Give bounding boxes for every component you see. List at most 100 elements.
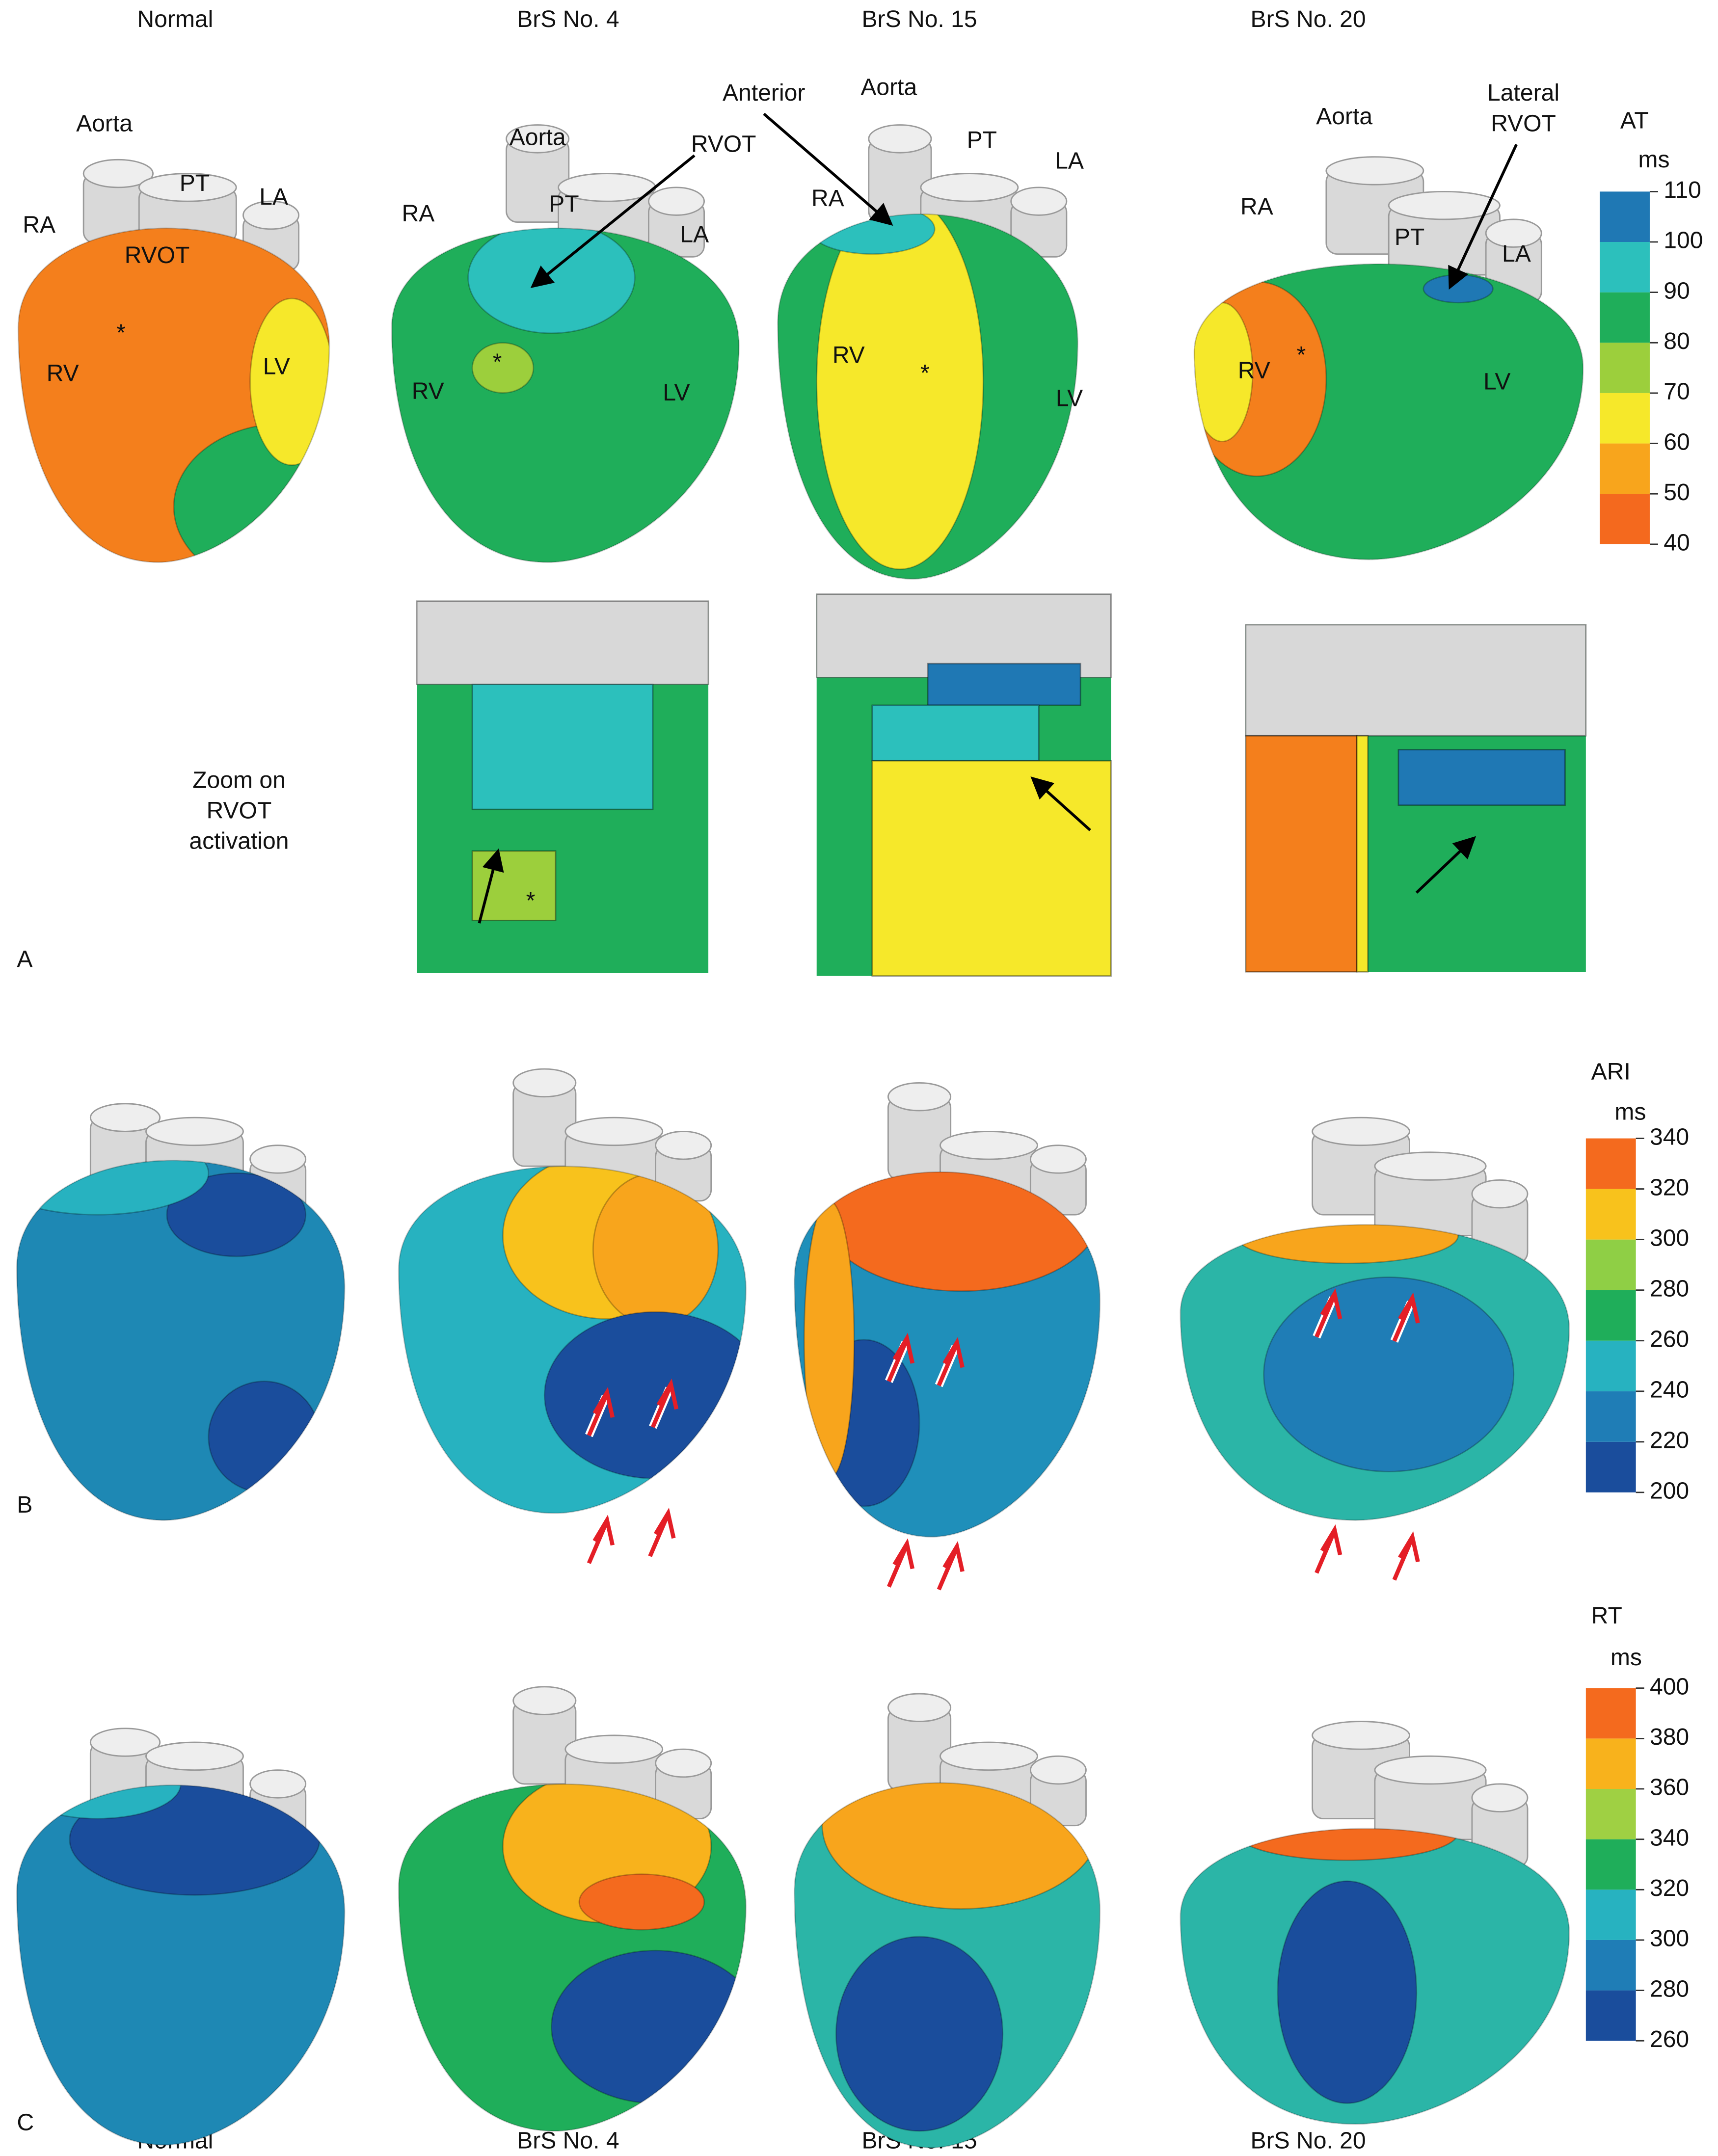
- heart-edge: [398, 1783, 747, 2132]
- colorbar-segment: [1585, 1391, 1636, 1442]
- zoom-region: [1245, 735, 1358, 973]
- anatomy-label: RA: [811, 185, 844, 212]
- anatomy-label: RV: [832, 342, 865, 369]
- vessel-top: [506, 124, 570, 154]
- heart: [1180, 1117, 1570, 1521]
- vessel-top: [89, 1103, 161, 1132]
- anatomy-label: RVOT: [1491, 110, 1556, 136]
- heart-surface: [399, 1784, 746, 2131]
- colorbar-segment: [1600, 242, 1650, 293]
- heart-region: [1277, 1880, 1418, 2104]
- heart-region: [467, 228, 636, 334]
- vessel-top: [249, 1145, 307, 1174]
- colorbar-segment: [1600, 191, 1650, 242]
- colorbar-segment: [1585, 1441, 1636, 1492]
- zoom-region: [416, 600, 709, 685]
- asterisk: *: [526, 887, 536, 914]
- colorbar-tick-label: 200: [1650, 1478, 1689, 1504]
- colorbar-tick-label: 90: [1664, 277, 1690, 304]
- arrow: [1415, 836, 1476, 894]
- red-arrow-head: [1320, 1288, 1342, 1320]
- heart-region: [249, 297, 329, 466]
- zoom-region: [471, 850, 557, 921]
- anatomy-label: Aorta: [1316, 103, 1372, 130]
- colorbar-tick-label: 300: [1650, 1925, 1689, 1952]
- heart-edge: [17, 227, 330, 563]
- vessel-top: [920, 173, 1019, 202]
- vessel-top: [1312, 1117, 1411, 1146]
- heart-edge: [1193, 263, 1584, 560]
- heart: [391, 124, 740, 563]
- red-arrow-head: [592, 1515, 615, 1546]
- zoom-region: [1245, 624, 1587, 737]
- heart-region: [816, 214, 984, 570]
- vessel-top: [655, 1748, 712, 1778]
- heart-region: [1263, 1277, 1515, 1472]
- vessel-top: [564, 1734, 664, 1764]
- vessel-top: [1471, 1783, 1529, 1812]
- heart: [777, 124, 1078, 580]
- anatomy-label: RA: [1240, 193, 1273, 220]
- heart-region: [471, 342, 535, 394]
- heart-region: [803, 1200, 855, 1479]
- anatomy-label: RV: [412, 378, 444, 404]
- red-arrow-head: [656, 1378, 679, 1410]
- asterisk: *: [920, 360, 930, 386]
- vessel-top: [82, 159, 154, 188]
- colorbar-segment: [1585, 1738, 1636, 1789]
- colorbar-tick-label: 260: [1650, 2026, 1689, 2052]
- colorbar-tick-label: 220: [1650, 1427, 1689, 1454]
- heart-surface: [778, 214, 1078, 579]
- anatomy-label: Aorta: [510, 124, 566, 151]
- zoom-region: [927, 663, 1081, 706]
- anatomy-label: LV: [263, 353, 290, 379]
- heart-base: [392, 228, 739, 562]
- anatomy-label: Aorta: [76, 110, 133, 136]
- arrow: [1030, 776, 1091, 831]
- heart-edge: [391, 227, 740, 563]
- heart-edge: [794, 1171, 1101, 1538]
- vessel-top: [1312, 1721, 1411, 1750]
- zoom-region: [1356, 735, 1369, 973]
- heart-edge: [398, 1166, 747, 1514]
- panel-label: C: [17, 2109, 34, 2136]
- heart: [16, 1103, 346, 1521]
- heart-surface: [399, 1166, 746, 1514]
- colorbar-segment: [1600, 494, 1650, 544]
- colorbar-tick-label: 110: [1664, 177, 1701, 203]
- zoom-region: [871, 704, 1040, 762]
- vessel-top: [1485, 218, 1542, 248]
- zoom-label: Zoom on: [192, 767, 286, 793]
- vessel-top: [1388, 190, 1501, 220]
- colorbar-segment: [1585, 1940, 1636, 1991]
- vessel-top: [648, 186, 705, 216]
- heart-region: [166, 1172, 307, 1257]
- anatomy-label: RA: [23, 212, 55, 238]
- column-title: Normal: [137, 6, 213, 32]
- colorbar-segment: [1600, 292, 1650, 343]
- colorbar-tick-label: 360: [1650, 1774, 1689, 1801]
- colorbar-segment: [1585, 1890, 1636, 1940]
- asterisk: *: [493, 349, 502, 375]
- anatomy-label: LA: [1502, 240, 1531, 267]
- red-arrow-head: [1320, 1524, 1342, 1556]
- vessel-top: [1029, 1145, 1087, 1174]
- colorbar-segment: [1585, 1138, 1636, 1189]
- anatomy-label: RA: [402, 200, 434, 227]
- colorbar-tick-label: 320: [1650, 1875, 1689, 1901]
- anatomy-label: RV: [47, 360, 79, 386]
- heart-edge: [1180, 1224, 1570, 1521]
- colorbar-segment: [1585, 1789, 1636, 1839]
- vessel-top: [89, 1728, 161, 1757]
- anatomy-label: Anterior: [723, 80, 805, 106]
- anatomy-label: Lateral: [1487, 80, 1559, 106]
- colorbar-unit: ms: [1611, 1644, 1642, 1671]
- arrow: [1448, 143, 1518, 290]
- heart-surface: [18, 228, 329, 562]
- asterisk: *: [116, 319, 126, 346]
- colorbar-segment: [1585, 1239, 1636, 1290]
- column-title: BrS No. 20: [1251, 2127, 1366, 2154]
- heart: [398, 1068, 747, 1514]
- red-arrow-head: [653, 1507, 676, 1539]
- colorbar-title: ARI: [1591, 1058, 1631, 1085]
